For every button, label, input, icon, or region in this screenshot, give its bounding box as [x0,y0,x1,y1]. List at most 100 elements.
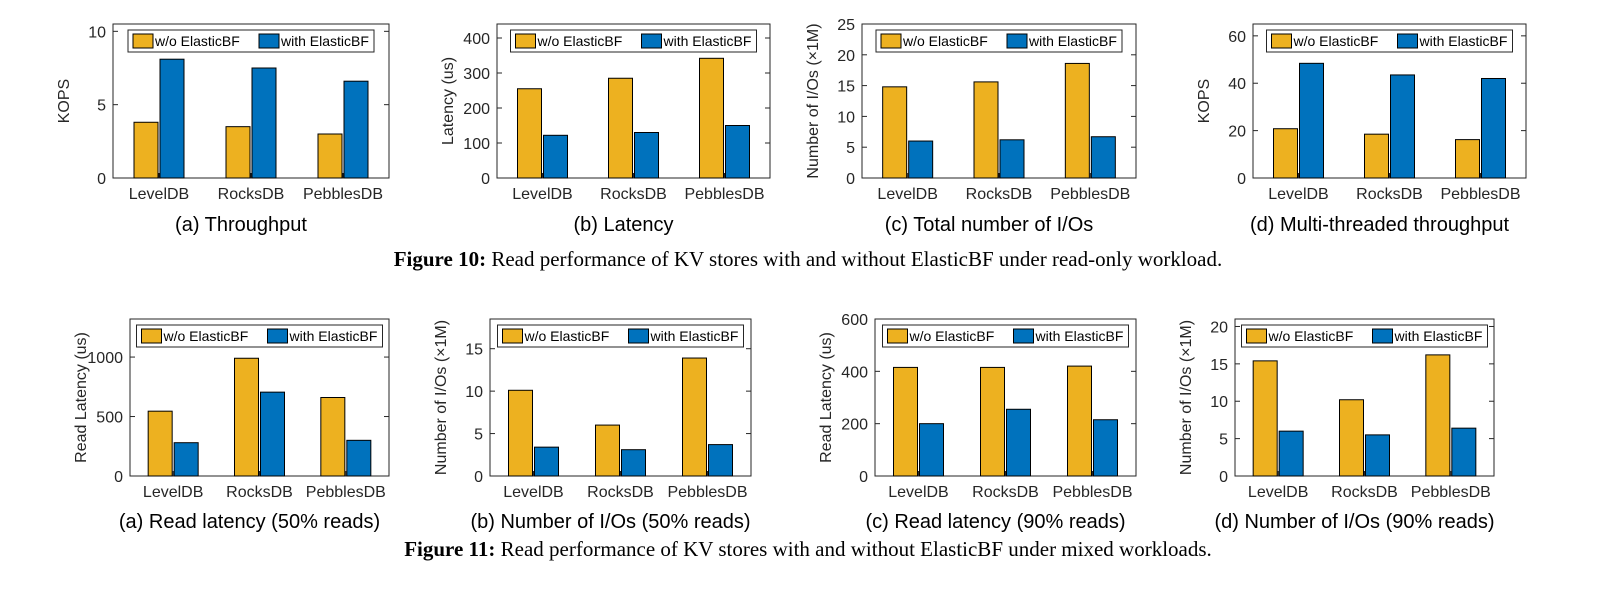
bar-without-pebblesdb [317,133,343,179]
chart-fig10a: 0 5 10 KOPS LevelDB RocksDB PebblesDB w/o Elast… [56,23,390,236]
legend-box [136,324,383,348]
legend: w/o ElasticBF with ElasticBF [875,29,1123,53]
bar-without-pebblesdb [699,57,724,179]
bar-without-pebblesdb [1064,62,1090,179]
x-tick-label: LevelDB [888,484,948,501]
y-tick-label: 5 [97,98,106,115]
y-tick-label: 5 [846,140,855,157]
legend-swatch-without [880,33,902,49]
subfigure-caption: (d) Number of I/Os (90% reads) [1214,511,1494,533]
y-tick-label: 400 [841,364,868,381]
figure-11-caption: Figure 11: Read performance of KV stores… [404,537,1212,561]
bar-without-leveldb [508,389,533,477]
bar-without-rocksdb [234,357,259,477]
bar-with-pebblesdb [346,439,372,477]
y-tick-label: 20 [1228,124,1246,141]
bar-with-pebblesdb [1090,136,1116,179]
x-tick-label: LevelDB [512,186,572,203]
legend-label-without: w/o ElasticBF [154,33,240,49]
bar-without-leveldb [893,366,918,477]
x-tick-label: PebblesDB [303,186,383,203]
x-tick-label: RocksDB [218,186,285,203]
figure-10-caption: Figure 10: Read performance of KV stores… [394,247,1223,271]
legend-label-without: w/o ElasticBF [1268,328,1354,344]
y-tick-label: 10 [1210,394,1228,411]
y-tick-label: 40 [1228,76,1246,93]
subfigure-caption: (b) Latency [573,214,673,236]
legend-label-without: w/o ElasticBF [909,328,995,344]
bar-with-leveldb [543,134,568,179]
y-tick-label: 300 [463,66,490,83]
legend-label-without: w/o ElasticBF [902,33,988,49]
bar-with-leveldb [534,446,559,477]
legend-swatch-without [1271,33,1292,49]
bar-without-rocksdb [595,424,620,477]
chart-fig10d: 0 20 40 60 KOPS LevelDB RocksDB PebblesDB w/o El… [1196,23,1527,236]
figure-10-text: Read performance of KV stores with and w… [486,247,1222,271]
y-tick-label: 10 [465,384,483,401]
x-tick-label: LevelDB [1248,484,1308,501]
x-tick-label: RocksDB [972,484,1039,501]
legend-box [875,29,1123,53]
bar-without-leveldb [147,410,173,477]
bar-without-rocksdb [1364,133,1389,179]
bar-without-leveldb [882,86,908,179]
legend-label-with: with ElasticBF [650,328,739,344]
y-tick-label: 0 [1219,469,1228,486]
bar-with-rocksdb [1390,74,1415,179]
bar-without-leveldb [1273,128,1298,179]
legend-swatch-without [141,328,162,344]
legend-box [497,324,744,348]
bar-with-pebblesdb [1451,427,1477,477]
y-axis-label: Read Latency (us) [73,332,90,463]
x-tick-label: PebblesDB [1440,186,1520,203]
y-tick-label: 5 [1219,432,1228,449]
legend-label-with: with ElasticBF [1035,328,1124,344]
y-axis-label: Latency (us) [440,57,457,145]
y-tick-label: 0 [474,469,483,486]
legend-swatch-with [1006,33,1028,49]
legend: w/o ElasticBF with ElasticBF [1266,29,1513,53]
legend-box [1241,324,1488,348]
x-tick-label: PebblesDB [667,484,747,501]
legend: w/o ElasticBF with ElasticBF [136,324,383,348]
x-tick-label: LevelDB [1268,186,1328,203]
bar-without-pebblesdb [682,357,707,477]
y-tick-label: 0 [97,171,106,188]
legend-swatch-with [628,328,649,344]
y-tick-label: 200 [841,417,868,434]
bar-without-pebblesdb [1067,365,1092,477]
legend: w/o ElasticBF with ElasticBF [510,29,757,53]
bar-without-rocksdb [980,366,1005,477]
y-tick-label: 400 [463,31,490,48]
legend-swatch-without [502,328,523,344]
x-tick-label: LevelDB [503,484,563,501]
bar-with-pebblesdb [343,80,369,179]
legend-label-without: w/o ElasticBF [1293,33,1379,49]
chart-fig11b: 0 5 10 15 Number of I/Os (×1M) LevelDB RocksDB… [433,318,752,533]
y-axis-label: KOPS [1196,79,1213,123]
bar-with-pebblesdb [708,444,733,477]
y-tick-label: 5 [474,427,483,444]
legend-box [127,29,375,53]
legend-box [1266,29,1513,53]
bar-with-rocksdb [634,132,659,179]
x-tick-label: LevelDB [129,186,189,203]
y-axis-label: KOPS [56,79,73,123]
legend-label-with: with ElasticBF [1028,33,1117,49]
legend-swatch-without [515,33,536,49]
bar-with-leveldb [1278,430,1304,477]
legend-swatch-with [1397,33,1418,49]
bar-without-pebblesdb [1455,139,1480,179]
legend-swatch-with [267,328,288,344]
y-tick-label: 15 [465,342,483,359]
figure-10-label: Figure 10: [394,247,486,271]
bar-with-pebblesdb [1481,77,1506,179]
y-axis-label: Number of I/Os (×1M) [1178,320,1195,475]
chart-fig10b: 0 100 200 300 400 Latency (us) LevelDB RocksDB P… [440,23,771,236]
legend-swatch-with [1372,328,1393,344]
bar-with-leveldb [908,140,934,179]
y-tick-label: 15 [1210,357,1228,374]
legend-label-with: with ElasticBF [663,33,752,49]
